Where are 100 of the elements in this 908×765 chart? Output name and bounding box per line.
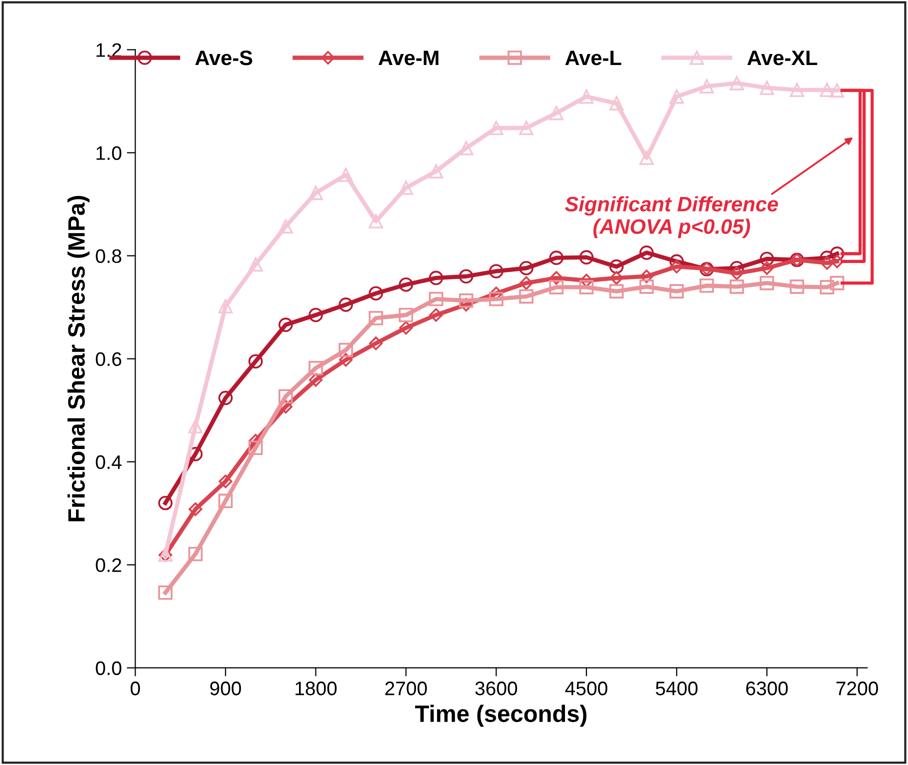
annotation: Significant Difference (ANOVA p<0.05) [565, 196, 778, 238]
x-tick-label: 4500 [565, 682, 608, 696]
point [609, 259, 624, 274]
point [489, 120, 504, 136]
point [579, 280, 594, 294]
point [158, 496, 173, 510]
point [610, 271, 624, 285]
point [820, 280, 834, 294]
point [489, 264, 504, 278]
point [218, 390, 233, 406]
x-tick-label: 5400 [656, 682, 698, 696]
legend-label: Ave-L [565, 50, 622, 66]
point [549, 106, 564, 120]
point [308, 360, 323, 376]
point [308, 373, 323, 387]
point [278, 389, 293, 404]
point [670, 260, 684, 274]
point [790, 82, 804, 98]
point [519, 260, 534, 276]
point [639, 280, 654, 294]
point [700, 278, 714, 293]
point [609, 284, 624, 298]
point [519, 120, 534, 136]
x-tick-label: 7200 [836, 682, 878, 696]
point [489, 292, 504, 306]
point [760, 261, 774, 275]
point [730, 76, 744, 90]
point [820, 256, 834, 270]
point [248, 257, 263, 272]
point [338, 168, 353, 182]
legend-label: Ave-XL [747, 50, 818, 66]
point [158, 585, 173, 600]
point [730, 266, 744, 280]
y-tick-label: 0.2 [96, 558, 122, 572]
point [700, 79, 714, 94]
x-tick-label: 900 [210, 682, 241, 696]
point [458, 140, 474, 156]
point [458, 293, 474, 308]
point [579, 89, 594, 104]
y-axis-title: Frictional Shear Stress (MPa) [68, 196, 90, 522]
y-tick-label: 0.8 [96, 249, 122, 263]
point [368, 286, 384, 301]
point [428, 292, 444, 306]
point [188, 546, 203, 562]
point [760, 276, 774, 290]
x-tick-label: 0 [130, 682, 140, 696]
point [428, 164, 444, 178]
point [248, 354, 263, 369]
point [550, 271, 564, 285]
point [519, 276, 534, 290]
point [218, 474, 232, 488]
point [218, 494, 233, 508]
point [278, 318, 293, 332]
point [760, 252, 774, 266]
y-tick-label: 0.0 [96, 661, 122, 676]
legend-label: Ave-M [378, 50, 438, 66]
point [609, 96, 624, 110]
legend-label: Ave-S [195, 50, 252, 66]
point [730, 280, 744, 294]
point [458, 269, 474, 284]
point [549, 280, 564, 294]
point [369, 336, 383, 350]
point [639, 150, 654, 166]
point [308, 186, 323, 200]
point [670, 89, 684, 104]
x-tick-label: 1800 [296, 682, 337, 696]
point [579, 250, 594, 264]
point [830, 246, 844, 261]
point [790, 280, 804, 294]
point [339, 353, 353, 367]
point [580, 274, 594, 288]
point [639, 246, 654, 260]
point [399, 321, 413, 335]
point [218, 299, 233, 314]
point [830, 83, 844, 98]
point [830, 254, 844, 268]
x-tick-label: 2700 [385, 682, 427, 696]
point [308, 308, 323, 322]
point [338, 342, 353, 358]
point [338, 298, 353, 312]
point [519, 289, 534, 304]
point [549, 250, 564, 265]
y-tick-label: 1.0 [96, 146, 122, 160]
point [820, 82, 834, 98]
point [398, 180, 414, 195]
point [429, 308, 443, 322]
point [398, 277, 414, 292]
point [188, 502, 202, 516]
y-tick-label: 0.4 [96, 455, 122, 470]
point [830, 276, 844, 290]
x-axis-title: Time (seconds) [415, 704, 586, 727]
point [428, 270, 444, 286]
point [640, 270, 654, 284]
point [670, 284, 684, 298]
point [760, 80, 774, 95]
point [248, 440, 263, 456]
point [188, 419, 203, 434]
x-tick-label: 6300 [746, 682, 788, 696]
point [368, 214, 384, 228]
point [278, 219, 293, 234]
